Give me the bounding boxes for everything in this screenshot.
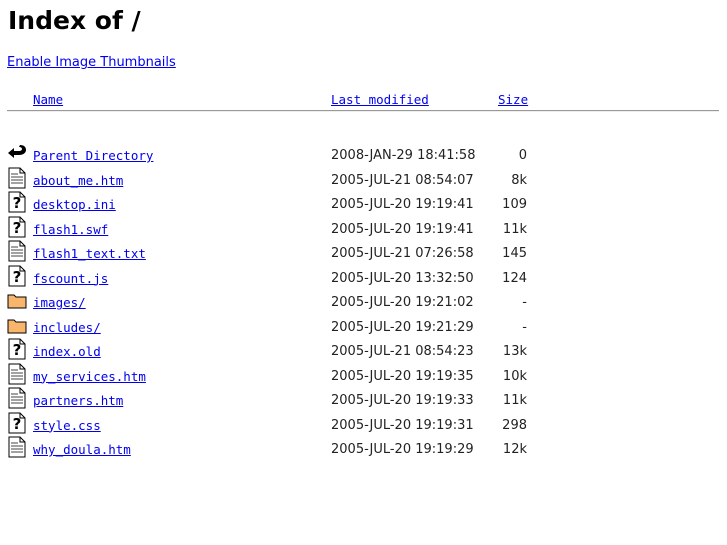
- unknown-file-icon: ?: [7, 338, 27, 360]
- unknown-file-icon: ?: [7, 216, 27, 238]
- file-link[interactable]: flash1_text.txt: [33, 246, 146, 261]
- sort-by-modified-link[interactable]: Last modified: [331, 92, 429, 107]
- sort-by-name-link[interactable]: Name: [33, 92, 64, 107]
- file-size: 11k: [502, 221, 527, 237]
- text-file-icon: [7, 240, 27, 262]
- last-modified: 2005-JUL-20 19:19:33: [331, 393, 474, 408]
- folder-icon: [7, 289, 27, 311]
- last-modified: 2005-JUL-20 19:21:02: [331, 295, 474, 310]
- file-size: 145: [502, 246, 527, 261]
- file-row: ? style.css 2005-JUL-20 19:19:31 298: [0, 412, 727, 440]
- svg-text:?: ?: [13, 219, 22, 237]
- file-size: 8k: [511, 172, 527, 188]
- page-title: Index of /: [8, 6, 141, 35]
- unknown-file-icon: ?: [7, 191, 27, 213]
- text-file-icon: [7, 387, 27, 409]
- file-link[interactable]: partners.htm: [33, 393, 124, 408]
- svg-text:?: ?: [13, 341, 22, 359]
- file-row: ? desktop.ini 2005-JUL-20 19:19:41 109: [0, 191, 727, 219]
- file-size: 0: [518, 148, 527, 163]
- file-link[interactable]: index.old: [33, 344, 101, 359]
- last-modified: 2005-JUL-21 08:54:07: [331, 172, 474, 188]
- file-row: images/ 2005-JUL-20 19:21:02 -: [0, 294, 727, 317]
- file-size: -: [522, 295, 527, 310]
- file-row: ? fscount.js 2005-JUL-20 13:32:50 124: [0, 265, 727, 293]
- svg-text:?: ?: [13, 415, 22, 433]
- text-file-icon: [7, 436, 27, 458]
- last-modified: 2005-JUL-20 19:21:29: [331, 319, 474, 335]
- file-row: about_me.htm 2005-JUL-21 08:54:07 8k: [0, 167, 727, 195]
- last-modified: 2005-JUL-21 07:26:58: [331, 246, 474, 261]
- file-link[interactable]: style.css: [33, 417, 101, 433]
- folder-icon: [7, 314, 27, 336]
- file-size: 109: [502, 197, 527, 212]
- file-size: 10k: [502, 368, 527, 384]
- text-file-icon: [7, 167, 27, 189]
- sort-by-size-link[interactable]: Size: [498, 92, 529, 107]
- file-link[interactable]: images/: [33, 295, 86, 310]
- file-row: includes/ 2005-JUL-20 19:21:29 -: [0, 319, 727, 342]
- file-link[interactable]: about_me.htm: [33, 172, 124, 188]
- unknown-file-icon: ?: [7, 265, 27, 287]
- file-size: 11k: [502, 393, 527, 408]
- last-modified: 2005-JUL-20 19:19:41: [331, 221, 474, 237]
- svg-text:?: ?: [13, 194, 22, 212]
- last-modified: 2005-JUL-20 19:19:35: [331, 368, 474, 384]
- file-link[interactable]: Parent Directory: [33, 148, 154, 163]
- file-size: 298: [502, 417, 527, 433]
- file-size: -: [522, 319, 527, 335]
- text-file-icon: [7, 363, 27, 385]
- file-size: 12k: [502, 442, 527, 457]
- last-modified: 2005-JUL-20 19:19:31: [331, 417, 474, 433]
- file-link[interactable]: my_services.htm: [33, 368, 146, 384]
- last-modified: 2005-JUL-20 13:32:50: [331, 270, 474, 286]
- enable-thumbnails-link[interactable]: Enable Image Thumbnails: [7, 55, 176, 70]
- last-modified: 2008-JAN-29 18:41:58: [331, 148, 476, 163]
- file-link[interactable]: fscount.js: [33, 270, 109, 286]
- last-modified: 2005-JUL-21 08:54:23: [331, 344, 474, 359]
- file-row: why_doula.htm 2005-JUL-20 19:19:29 12k: [0, 436, 727, 464]
- file-size: 124: [502, 270, 527, 286]
- file-link[interactable]: desktop.ini: [33, 197, 116, 212]
- file-link[interactable]: flash1.swf: [33, 221, 109, 237]
- back-arrow-icon: [7, 142, 27, 164]
- file-row: Parent Directory 2008-JAN-29 18:41:58 0: [0, 145, 727, 170]
- file-row: ? index.old 2005-JUL-21 08:54:23 13k: [0, 338, 727, 366]
- svg-text:?: ?: [13, 268, 22, 286]
- unknown-file-icon: ?: [7, 412, 27, 434]
- file-link[interactable]: why_doula.htm: [33, 442, 131, 457]
- last-modified: 2005-JUL-20 19:19:41: [331, 197, 474, 212]
- file-row: my_services.htm 2005-JUL-20 19:19:35 10k: [0, 363, 727, 391]
- last-modified: 2005-JUL-20 19:19:29: [331, 442, 474, 457]
- file-size: 13k: [502, 344, 527, 359]
- header-divider: [7, 110, 719, 112]
- file-link[interactable]: includes/: [33, 319, 101, 335]
- file-row: flash1_text.txt 2005-JUL-21 07:26:58 145: [0, 240, 727, 268]
- file-row: ? flash1.swf 2005-JUL-20 19:19:41 11k: [0, 216, 727, 244]
- file-row: partners.htm 2005-JUL-20 19:19:33 11k: [0, 387, 727, 415]
